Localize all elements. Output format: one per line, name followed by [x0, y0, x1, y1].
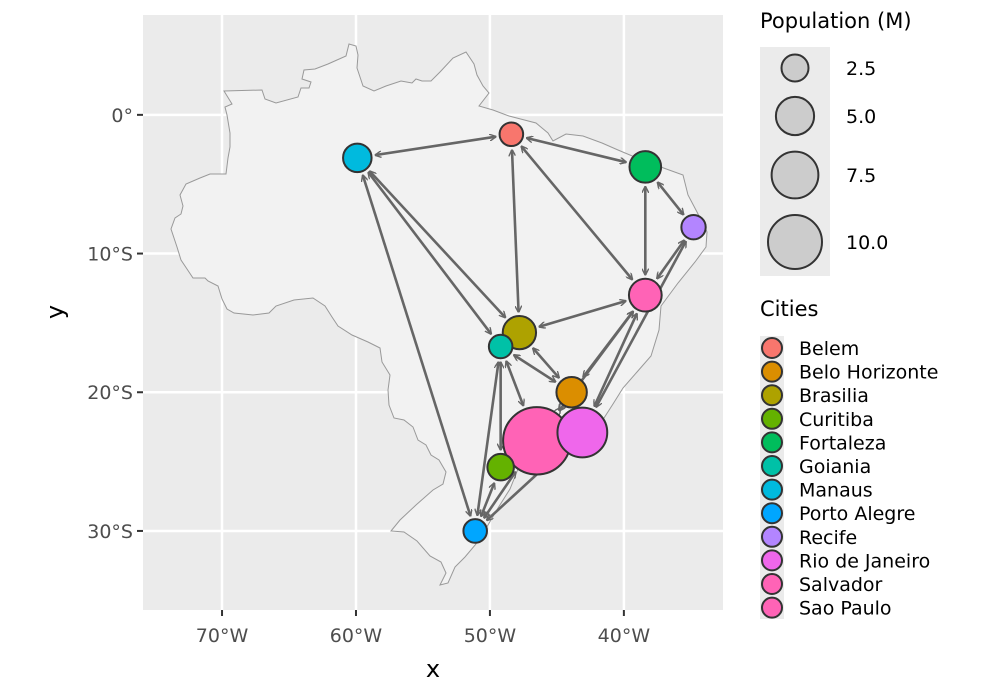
- city-node-manaus: [342, 142, 373, 174]
- size-legend-label: 2.5: [846, 58, 876, 80]
- size-legend-key: [770, 150, 820, 200]
- color-legend-key: [761, 337, 783, 359]
- color-legend-key: [761, 384, 783, 407]
- color-legend-label: Goiania: [799, 456, 871, 478]
- x-tick-label: 70°W: [196, 625, 249, 647]
- color-legend-key: [761, 455, 783, 477]
- city-node-rio-de-janeiro: [556, 406, 609, 459]
- y-tick-label: 20°S: [87, 382, 133, 404]
- city-nodes: [342, 121, 707, 544]
- color-legend-key: [761, 478, 783, 501]
- color-legend-label: Porto Alegre: [799, 503, 915, 525]
- size-legend-key: [774, 95, 816, 137]
- color-legend-key: [761, 502, 783, 525]
- x-tick-label: 50°W: [464, 625, 517, 647]
- color-legend-label: Curitiba: [799, 409, 874, 431]
- size-legend-label: 10.0: [846, 232, 888, 254]
- edge-fortaleza-recife: [658, 182, 684, 214]
- color-legend-label: Manaus: [799, 480, 873, 502]
- size-legend-label: 7.5: [846, 165, 876, 187]
- edge-manaus-belem: [375, 137, 495, 155]
- city-node-porto-alegre: [462, 518, 488, 544]
- color-legend-label: Belem: [799, 338, 859, 360]
- y-tick-label: 10°S: [87, 244, 133, 266]
- city-node-recife: [680, 214, 707, 241]
- size-legend-title: Population (M): [760, 9, 912, 33]
- size-legend-key: [780, 53, 810, 83]
- x-axis-title: x: [426, 655, 440, 683]
- y-tick-label: 0°: [111, 105, 133, 127]
- color-legend-label: Salvador: [799, 574, 883, 596]
- city-node-salvador: [627, 277, 663, 313]
- size-legend-key: [767, 214, 823, 270]
- city-node-goiania: [487, 333, 514, 360]
- color-legend-key: [761, 573, 783, 595]
- x-tick-label: 40°W: [598, 625, 651, 647]
- color-legend-key: [761, 596, 783, 619]
- edge-goiania-sao-paulo: [506, 361, 523, 405]
- color-legend-title: Cities: [760, 297, 818, 321]
- x-tick-label: 60°W: [330, 625, 383, 647]
- color-legend-label: Sao Paulo: [799, 598, 892, 620]
- color-legend-label: Fortaleza: [799, 432, 886, 454]
- color-legend-key: [761, 407, 783, 430]
- color-legend-label: Recife: [799, 527, 857, 549]
- edge-belem-brasilia: [512, 150, 519, 312]
- size-legend: 2.5 5.0 7.5 10.0: [767, 53, 888, 270]
- y-axis-title: y: [41, 305, 69, 319]
- color-legend-key: [761, 549, 783, 572]
- color-legend-key: [761, 525, 783, 548]
- color-legend-label: Brasilia: [799, 385, 869, 407]
- color-legend-key: [761, 360, 783, 383]
- y-tick-label: 30°S: [87, 521, 133, 543]
- axes: 70°W 60°W 50°W 40°W 0° 10°S 20°S 30°S: [87, 105, 650, 647]
- color-legend-key: [761, 431, 783, 454]
- color-legend-key-background: [760, 336, 784, 619]
- city-node-fortaleza: [628, 150, 663, 184]
- color-legend-label: Rio de Janeiro: [799, 550, 930, 572]
- city-node-belo-horizonte: [555, 376, 588, 409]
- size-legend-label: 5.0: [846, 106, 876, 128]
- city-node-curitiba: [486, 452, 515, 482]
- city-node-belem: [498, 121, 525, 148]
- network-edges: [363, 137, 687, 521]
- color-legend-label: Belo Horizonte: [799, 362, 938, 384]
- edge-belo-horizonte-sao-paulo: [559, 408, 561, 410]
- edge-manaus-porto-alegre: [363, 175, 471, 516]
